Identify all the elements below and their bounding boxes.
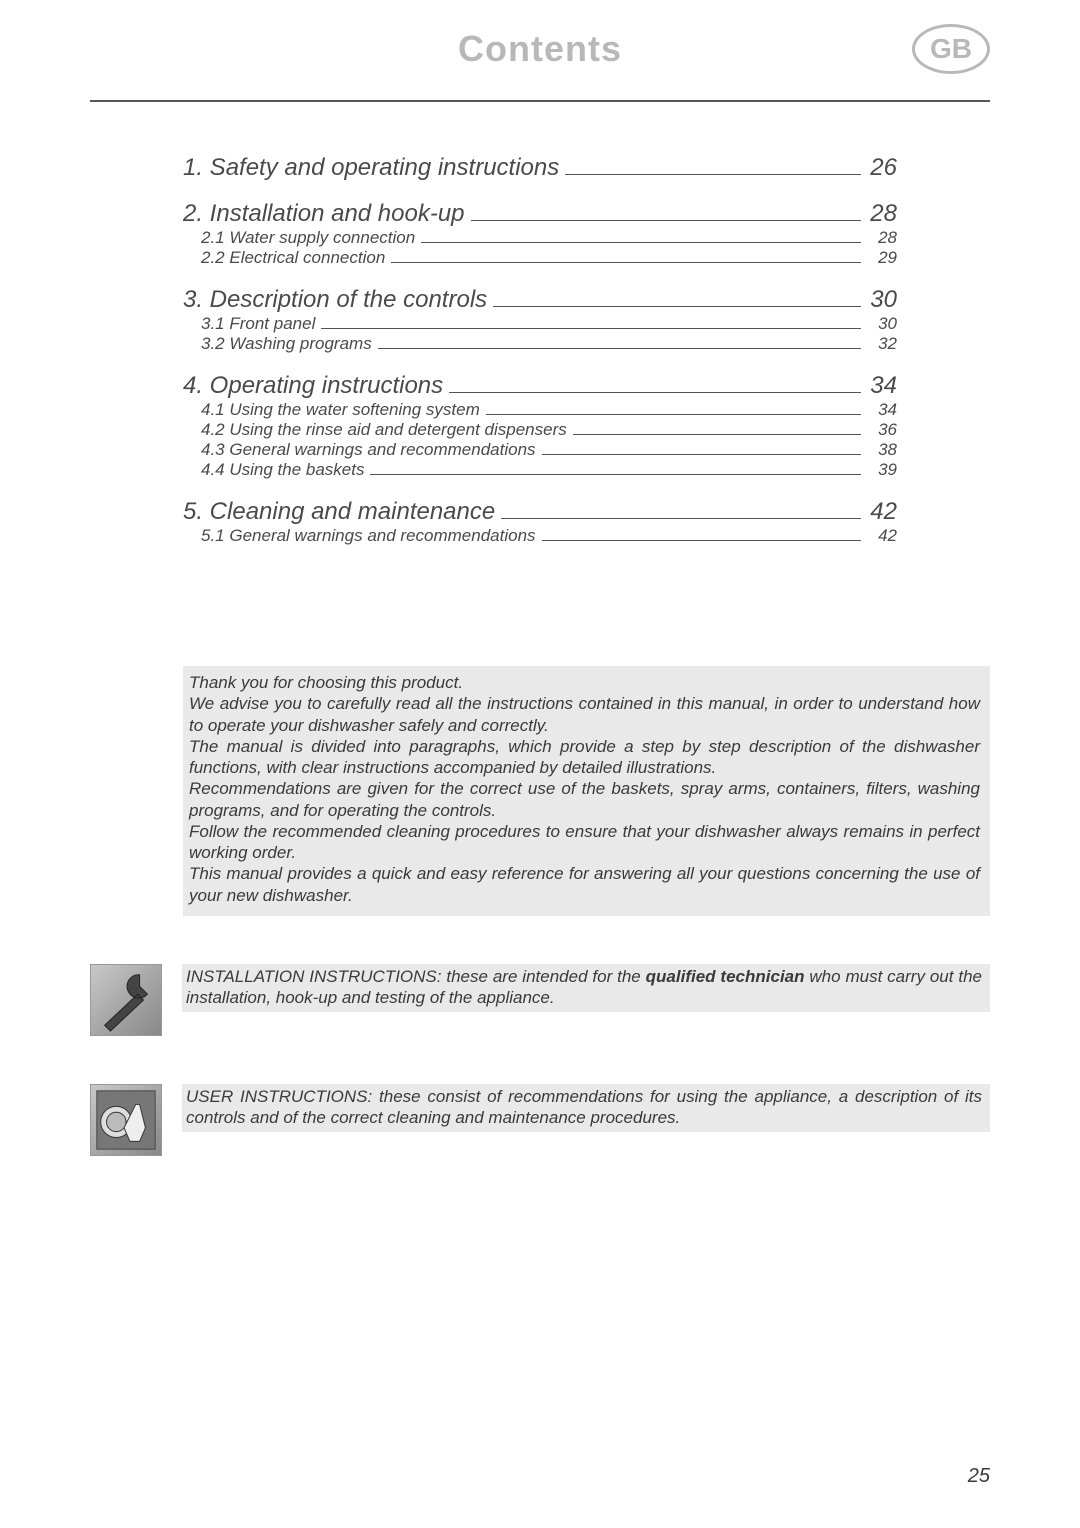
toc-main-label: 5. Cleaning and maintenance xyxy=(183,498,495,526)
page-number: 25 xyxy=(968,1465,990,1488)
installation-info-text: INSTALLATION INSTRUCTIONS: these are int… xyxy=(182,964,990,1013)
installation-text-part1: INSTALLATION INSTRUCTIONS: these are int… xyxy=(186,967,646,986)
intro-line: The manual is divided into paragraphs, w… xyxy=(189,736,980,779)
dishwasher-icon xyxy=(90,1084,162,1156)
toc-main-label: 3. Description of the controls xyxy=(183,286,487,314)
toc-sub-page: 42 xyxy=(867,526,897,546)
toc-sub-entry: 4.2 Using the rinse aid and detergent di… xyxy=(183,420,897,440)
toc-section: 1. Safety and operating instructions 26 xyxy=(183,154,897,182)
toc-leader xyxy=(370,474,861,475)
toc-sub-entry: 4.1 Using the water softening system 34 xyxy=(183,400,897,420)
toc-main-entry: 4. Operating instructions 34 xyxy=(183,372,897,400)
user-info-row: USER INSTRUCTIONS: these consist of reco… xyxy=(90,1084,990,1156)
toc-sub-entry: 3.2 Washing programs 32 xyxy=(183,334,897,354)
toc-leader xyxy=(493,306,861,307)
toc-main-page: 34 xyxy=(867,372,897,400)
intro-block: Thank you for choosing this product. We … xyxy=(183,666,990,916)
page-header: Contents GB xyxy=(0,0,1080,70)
toc-leader xyxy=(471,220,861,221)
toc-sub-page: 30 xyxy=(867,314,897,334)
header-divider xyxy=(90,100,990,102)
toc-main-page: 30 xyxy=(867,286,897,314)
toc-main-page: 28 xyxy=(867,200,897,228)
toc-main-label: 4. Operating instructions xyxy=(183,372,443,400)
intro-line: Thank you for choosing this product. xyxy=(189,672,980,693)
toc-sub-label: 2.1 Water supply connection xyxy=(183,228,415,248)
toc-main-page: 26 xyxy=(867,154,897,182)
language-badge-text: GB xyxy=(930,33,972,65)
toc-leader xyxy=(449,392,861,393)
toc-leader xyxy=(542,454,861,455)
toc-sub-label: 4.2 Using the rinse aid and detergent di… xyxy=(183,420,567,440)
language-badge: GB xyxy=(912,24,990,74)
intro-line: Follow the recommended cleaning procedur… xyxy=(189,821,980,864)
toc-sub-entry: 5.1 General warnings and recommendations… xyxy=(183,526,897,546)
user-info-text: USER INSTRUCTIONS: these consist of reco… xyxy=(182,1084,990,1133)
toc-sub-entry: 2.1 Water supply connection 28 xyxy=(183,228,897,248)
toc-sub-label: 4.4 Using the baskets xyxy=(183,460,364,480)
toc-main-entry: 2. Installation and hook-up 28 xyxy=(183,200,897,228)
wrench-icon xyxy=(90,964,162,1036)
intro-line: Recommendations are given for the correc… xyxy=(189,778,980,821)
toc-section: 2. Installation and hook-up 282.1 Water … xyxy=(183,200,897,268)
toc-main-entry: 1. Safety and operating instructions 26 xyxy=(183,154,897,182)
toc-leader xyxy=(565,174,861,175)
toc-sub-page: 34 xyxy=(867,400,897,420)
toc-section: 4. Operating instructions 344.1 Using th… xyxy=(183,372,897,480)
toc-leader xyxy=(542,540,861,541)
toc-sub-label: 4.1 Using the water softening system xyxy=(183,400,480,420)
toc-leader xyxy=(421,242,861,243)
toc-sub-entry: 4.3 General warnings and recommendations… xyxy=(183,440,897,460)
toc-main-label: 1. Safety and operating instructions xyxy=(183,154,559,182)
toc-sub-page: 28 xyxy=(867,228,897,248)
toc-main-page: 42 xyxy=(867,498,897,526)
toc-leader xyxy=(321,328,861,329)
toc-sub-entry: 4.4 Using the baskets 39 xyxy=(183,460,897,480)
toc-sub-label: 3.2 Washing programs xyxy=(183,334,372,354)
toc-main-entry: 3. Description of the controls 30 xyxy=(183,286,897,314)
intro-line: We advise you to carefully read all the … xyxy=(189,693,980,736)
intro-line: This manual provides a quick and easy re… xyxy=(189,863,980,906)
toc-sub-label: 5.1 General warnings and recommendations xyxy=(183,526,536,546)
toc-sub-label: 4.3 General warnings and recommendations xyxy=(183,440,536,460)
toc-leader xyxy=(501,518,861,519)
toc-sub-page: 29 xyxy=(867,248,897,268)
toc-sub-page: 36 xyxy=(867,420,897,440)
table-of-contents: 1. Safety and operating instructions 262… xyxy=(183,154,897,546)
toc-sub-page: 39 xyxy=(867,460,897,480)
toc-leader xyxy=(378,348,861,349)
toc-sub-page: 38 xyxy=(867,440,897,460)
toc-main-label: 2. Installation and hook-up xyxy=(183,200,465,228)
toc-main-entry: 5. Cleaning and maintenance 42 xyxy=(183,498,897,526)
installation-text-bold: qualified technician xyxy=(646,967,805,986)
toc-sub-entry: 2.2 Electrical connection 29 xyxy=(183,248,897,268)
toc-sub-entry: 3.1 Front panel 30 xyxy=(183,314,897,334)
toc-leader xyxy=(391,262,861,263)
toc-sub-label: 3.1 Front panel xyxy=(183,314,315,334)
installation-info-row: INSTALLATION INSTRUCTIONS: these are int… xyxy=(90,964,990,1036)
toc-leader xyxy=(573,434,861,435)
toc-section: 3. Description of the controls 303.1 Fro… xyxy=(183,286,897,354)
toc-sub-page: 32 xyxy=(867,334,897,354)
toc-leader xyxy=(486,414,861,415)
toc-section: 5. Cleaning and maintenance 425.1 Genera… xyxy=(183,498,897,546)
toc-sub-label: 2.2 Electrical connection xyxy=(183,248,385,268)
